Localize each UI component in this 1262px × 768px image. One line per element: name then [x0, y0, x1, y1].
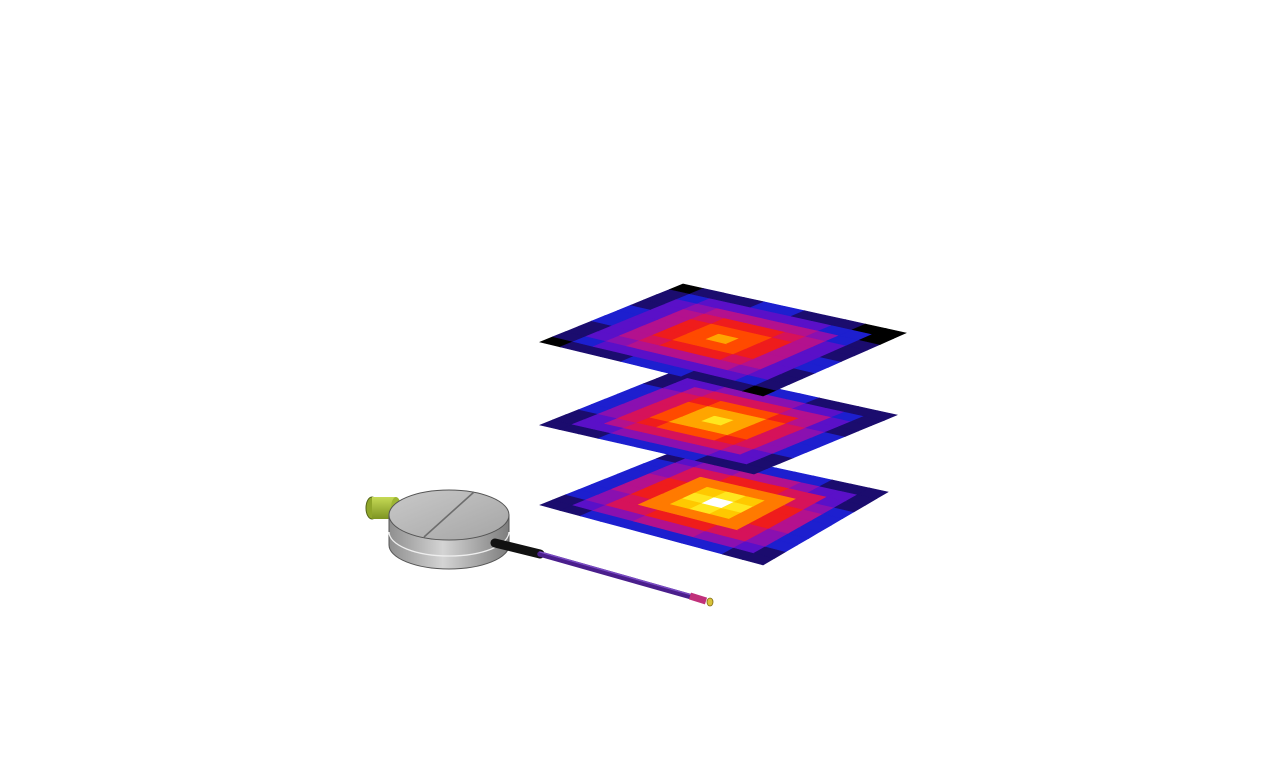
heatmap-layers — [538, 283, 907, 566]
layer-bottom — [539, 447, 889, 566]
probe-device — [365, 489, 714, 607]
layer-middle — [538, 367, 898, 475]
layer-top — [539, 283, 907, 397]
heatmap-cell — [871, 328, 907, 340]
probe-cable — [490, 538, 714, 607]
heatmap-cell — [863, 410, 898, 421]
heatmap-cell — [857, 487, 889, 499]
probe-body — [388, 489, 510, 570]
